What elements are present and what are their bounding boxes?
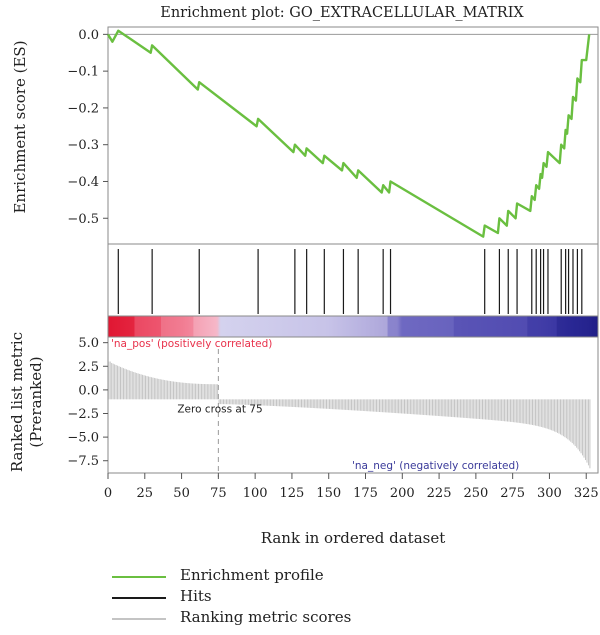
legend-swatch-ranking-metric xyxy=(112,618,166,620)
metric-y-tick-label: 2.5 xyxy=(78,360,99,375)
rank-color-band xyxy=(453,316,528,337)
metric-y-tick-label: 5.0 xyxy=(78,336,99,351)
x-tick-label: 0 xyxy=(104,486,112,501)
es-y-tick-label: −0.3 xyxy=(67,138,99,153)
legend-label-enrichment-profile: Enrichment profile xyxy=(180,566,324,584)
x-axis-label: Rank in ordered dataset xyxy=(261,529,446,547)
x-tick-label: 100 xyxy=(243,486,268,501)
es-frame xyxy=(107,26,599,245)
x-tick-label: 200 xyxy=(390,486,415,501)
rank-color-band xyxy=(160,316,194,337)
ranking-metric-bars xyxy=(108,361,591,469)
zero-cross-label: Zero cross at 75 xyxy=(177,403,262,415)
legend-label-ranking-metric: Ranking metric scores xyxy=(180,608,352,626)
metric-panel: 5.0 2.5 0.0 −2.5 −5.0 −7.5 Zero cross at 75 '… xyxy=(8,332,599,477)
rank-color-band xyxy=(527,316,557,337)
hits-frame xyxy=(107,243,599,317)
metric-y-tick-label: −7.5 xyxy=(67,454,99,469)
metric-y-tick-label: 0.0 xyxy=(78,383,99,398)
metric-y-ticks: 5.0 2.5 0.0 −2.5 −5.0 −7.5 xyxy=(67,336,108,469)
es-y-tick-label: −0.4 xyxy=(67,175,99,190)
chart-title: Enrichment plot: GO_EXTRACELLULAR_MATRIX xyxy=(160,5,524,21)
es-y-tick-label: 0.0 xyxy=(78,28,99,43)
x-axis-ticks: 0 25 50 75 100 125 150 175 200 225 250 275 300 325 xyxy=(104,473,599,501)
metric-frame xyxy=(107,336,599,474)
pos-correlated-label: 'na_pos' (positively correlated) xyxy=(111,338,272,350)
rank-color-band xyxy=(193,316,219,337)
es-y-axis-label: Enrichment score (ES) xyxy=(11,40,29,213)
rank-color-band xyxy=(556,316,590,337)
x-tick-label: 50 xyxy=(173,486,190,501)
legend-label-hits: Hits xyxy=(180,587,212,605)
es-profile-line xyxy=(106,29,591,238)
legend: Enrichment profile Hits Ranking metric s… xyxy=(112,566,432,629)
x-tick-label: 150 xyxy=(316,486,341,501)
es-y-ticks: 0.0 −0.1 −0.2 −0.3 −0.4 −0.5 xyxy=(67,28,108,227)
legend-swatch-enrichment-profile xyxy=(112,576,166,578)
x-tick-label: 250 xyxy=(463,486,488,501)
neg-correlated-label: 'na_neg' (negatively correlated) xyxy=(352,460,519,472)
rank-color-band xyxy=(108,316,135,337)
es-panel: 0.0 −0.1 −0.2 −0.3 −0.4 −0.5 Enrichment score… xyxy=(11,26,599,245)
legend-item-ranking-metric: Ranking metric scores xyxy=(112,608,432,629)
legend-item-enrichment-profile: Enrichment profile xyxy=(112,566,432,587)
rank-color-bar-bands xyxy=(108,316,590,337)
es-y-tick-label: −0.2 xyxy=(67,101,99,116)
x-tick-label: 300 xyxy=(537,486,562,501)
x-tick-label: 75 xyxy=(210,486,227,501)
metric-y-axis-label-line1: Ranked list metric xyxy=(8,332,26,472)
x-tick-label: 175 xyxy=(353,486,378,501)
x-tick-label: 25 xyxy=(137,486,154,501)
metric-y-tick-label: −2.5 xyxy=(67,407,99,422)
hits-panel xyxy=(107,243,599,317)
hit-lines xyxy=(117,249,583,314)
x-tick-label: 325 xyxy=(574,486,599,501)
rank-color-band xyxy=(134,316,161,337)
x-tick-label: 275 xyxy=(500,486,525,501)
metric-y-tick-label: −5.0 xyxy=(67,431,99,446)
legend-swatch-hits xyxy=(112,597,166,599)
metric-y-axis-label-line2: (Preranked) xyxy=(27,356,45,447)
x-tick-label: 225 xyxy=(427,486,452,501)
es-y-tick-label: −0.5 xyxy=(67,212,99,227)
es-y-tick-label: −0.1 xyxy=(67,65,99,80)
legend-item-hits: Hits xyxy=(112,587,432,608)
rank-color-band xyxy=(387,316,454,337)
x-tick-label: 125 xyxy=(280,486,305,501)
